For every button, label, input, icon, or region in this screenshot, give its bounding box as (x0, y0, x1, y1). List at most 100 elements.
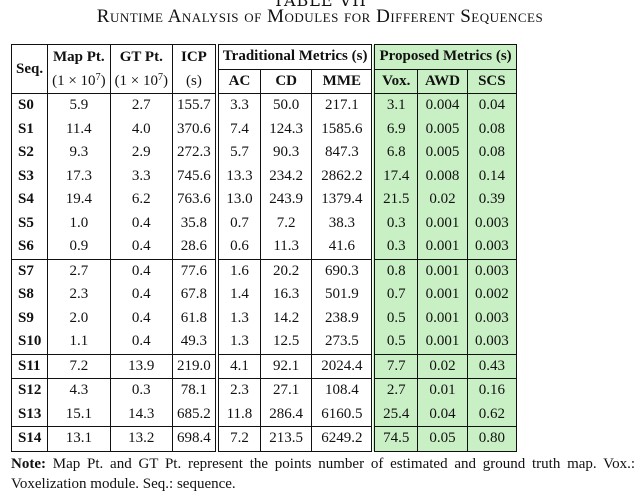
cell-cd: 50.0 (260, 93, 313, 118)
cell-awd: 0.02 (417, 353, 469, 379)
cell-mme: 108.4 (311, 378, 376, 403)
cell-vox: 0.5 (373, 306, 419, 330)
header-gt-pt: GT Pt. (110, 44, 174, 69)
cell-scs: 0.003 (467, 258, 517, 283)
cell-seq: S3 (10, 164, 49, 188)
cell-seq: S1 (10, 117, 49, 141)
cell-mme: 217.1 (311, 93, 376, 118)
cell-map-pt: 19.4 (47, 188, 111, 212)
table-row: S8 2.3 0.4 67.8 1.4 16.3 501.9 0.7 0.001 0.002 (10, 283, 517, 307)
cell-scs: 0.003 (467, 235, 517, 259)
cell-map-pt: 0.9 (47, 235, 111, 259)
cell-cd: 90.3 (260, 141, 313, 165)
cell-vox: 74.5 (373, 426, 419, 451)
cell-scs: 0.04 (467, 93, 517, 118)
cell-vox: 6.8 (373, 141, 419, 165)
cell-mme: 690.3 (311, 258, 376, 283)
table-caption: Runtime Analysis of Modules for Differen… (96, 6, 544, 27)
cell-seq: S7 (10, 258, 49, 283)
cell-gt-pt: 3.3 (110, 164, 174, 188)
header-map-pt-unit: (1 × 107) (47, 69, 111, 94)
cell-awd: 0.01 (417, 378, 469, 403)
cell-awd: 0.001 (417, 258, 469, 283)
cell-awd: 0.02 (417, 188, 469, 212)
cell-awd: 0.008 (417, 164, 469, 188)
cell-icp: 763.6 (172, 188, 219, 212)
cell-gt-pt: 0.4 (110, 211, 174, 235)
cell-ac: 1.3 (216, 306, 262, 330)
cell-cd: 20.2 (260, 258, 313, 283)
cell-awd: 0.005 (417, 117, 469, 141)
cell-vox: 25.4 (373, 402, 419, 427)
cell-seq: S12 (10, 378, 49, 403)
cell-awd: 0.001 (417, 283, 469, 307)
cell-mme: 501.9 (311, 283, 376, 307)
cell-ac: 2.3 (216, 378, 262, 403)
cell-icp: 685.2 (172, 402, 219, 427)
table-row: S2 9.3 2.9 272.3 5.7 90.3 847.3 6.8 0.005 0.08 (10, 141, 517, 165)
table-row: S12 4.3 0.3 78.1 2.3 27.1 108.4 2.7 0.01 0.16 (10, 378, 517, 403)
runtime-table: Seq. Map Pt. GT Pt. ICP Traditional Metr… (10, 44, 517, 452)
cell-scs: 0.003 (467, 330, 517, 354)
header-icp: ICP (172, 44, 219, 69)
header-map-pt: Map Pt. (47, 44, 111, 69)
cell-awd: 0.001 (417, 211, 469, 235)
cell-seq: S11 (10, 353, 49, 379)
cell-map-pt: 2.0 (47, 306, 111, 330)
cell-map-pt: 2.7 (47, 258, 111, 283)
cell-ac: 7.2 (216, 426, 262, 451)
cell-icp: 745.6 (172, 164, 219, 188)
cell-seq: S13 (10, 402, 49, 427)
header-scs: SCS (467, 68, 517, 94)
header-awd: AWD (417, 68, 469, 94)
cell-cd: 11.3 (260, 235, 313, 259)
cell-icp: 272.3 (172, 141, 219, 165)
cell-icp: 77.6 (172, 258, 219, 283)
table-row: S1 11.4 4.0 370.6 7.4 124.3 1585.6 6.9 0.005 0.08 (10, 117, 517, 141)
cell-gt-pt: 0.4 (110, 330, 174, 354)
cell-cd: 7.2 (260, 211, 313, 235)
cell-mme: 273.5 (311, 330, 376, 354)
cell-gt-pt: 0.4 (110, 283, 174, 307)
cell-gt-pt: 13.2 (110, 426, 174, 451)
note-label: Note: (11, 456, 46, 472)
cell-gt-pt: 0.4 (110, 235, 174, 259)
cell-cd: 286.4 (260, 402, 313, 427)
cell-awd: 0.05 (417, 426, 469, 451)
table-row: S0 5.9 2.7 155.7 3.3 50.0 217.1 3.1 0.004 0.04 (10, 93, 517, 118)
cell-scs: 0.39 (467, 188, 517, 212)
table-body: S0 5.9 2.7 155.7 3.3 50.0 217.1 3.1 0.004 0.04 S1 1… (10, 93, 517, 451)
cell-awd: 0.004 (417, 93, 469, 118)
cell-icp: 155.7 (172, 93, 219, 118)
cell-cd: 12.5 (260, 330, 313, 354)
cell-icp: 49.3 (172, 330, 219, 354)
cell-cd: 124.3 (260, 117, 313, 141)
cell-seq: S8 (10, 283, 49, 307)
header-icp-unit: (s) (172, 69, 219, 94)
note-text: Map Pt. and GT Pt. represent the points … (11, 456, 635, 492)
cell-scs: 0.002 (467, 283, 517, 307)
cell-awd: 0.001 (417, 306, 469, 330)
cell-scs: 0.62 (467, 402, 517, 427)
header-ac: AC (216, 68, 262, 94)
cell-cd: 243.9 (260, 188, 313, 212)
cell-scs: 0.14 (467, 164, 517, 188)
cell-map-pt: 11.4 (47, 117, 111, 141)
cell-gt-pt: 6.2 (110, 188, 174, 212)
cell-scs: 0.80 (467, 426, 517, 451)
cell-gt-pt: 14.3 (110, 402, 174, 427)
cell-gt-pt: 0.3 (110, 378, 174, 403)
cell-cd: 213.5 (260, 426, 313, 451)
cell-icp: 370.6 (172, 117, 219, 141)
cell-map-pt: 17.3 (47, 164, 111, 188)
table-note: Note: Map Pt. and GT Pt. represent the p… (11, 454, 635, 494)
cell-icp: 67.8 (172, 283, 219, 307)
table-row: S6 0.9 0.4 28.6 0.6 11.3 41.6 0.3 0.001 0.003 (10, 235, 517, 259)
cell-ac: 5.7 (216, 141, 262, 165)
cell-cd: 16.3 (260, 283, 313, 307)
cell-seq: S9 (10, 306, 49, 330)
header-seq: Seq. (10, 44, 49, 94)
cell-icp: 219.0 (172, 353, 219, 379)
cell-scs: 0.003 (467, 306, 517, 330)
cell-mme: 847.3 (311, 141, 376, 165)
